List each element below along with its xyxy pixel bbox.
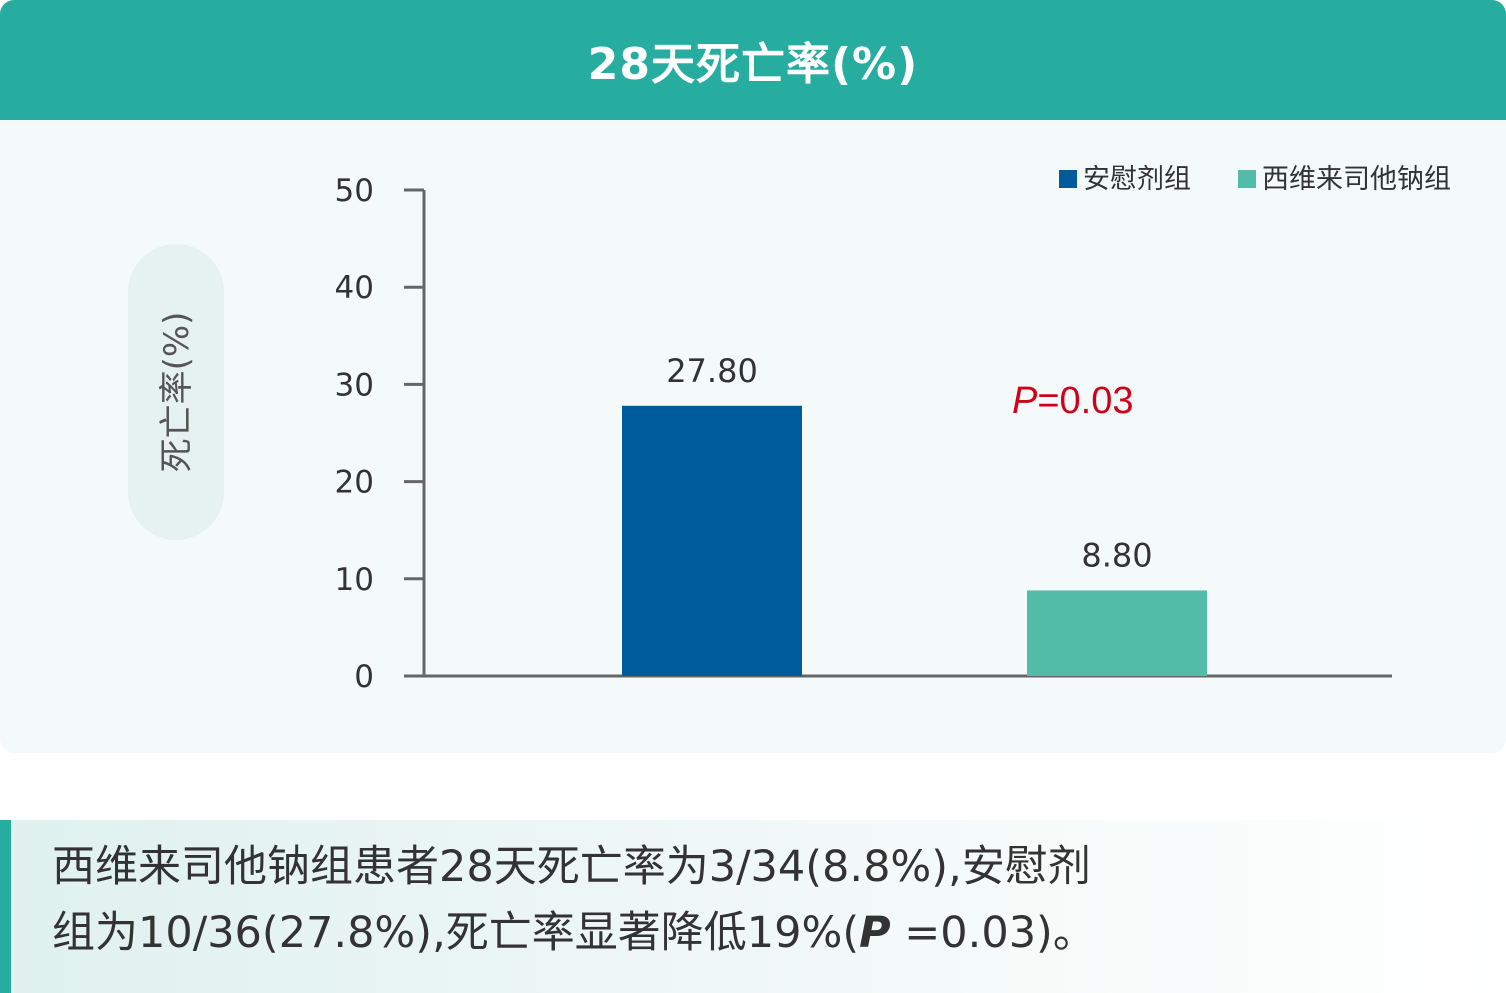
legend-label: 西维来司他钠组 bbox=[1262, 164, 1451, 195]
caption-line-2-post: =0.03)。 bbox=[890, 908, 1096, 958]
y-tick-label: 20 bbox=[335, 465, 374, 501]
caption-p-symbol: P bbox=[859, 908, 891, 958]
y-axis-label: 死亡率(%) bbox=[157, 312, 197, 473]
y-axis-label-pill bbox=[128, 244, 224, 540]
bar-value-label: 27.80 bbox=[666, 352, 758, 390]
bar-value-label: 8.80 bbox=[1081, 536, 1152, 574]
axes: 死亡率(%) 0 10 20 30 40 50 bbox=[128, 173, 1392, 695]
p-value-annotation: P=0.03 bbox=[1012, 380, 1134, 422]
conclusion-caption: 西维来司他钠组患者28天死亡率为3/34(8.8%),安慰剂 组为10/36(2… bbox=[0, 820, 1506, 993]
y-tick-label: 50 bbox=[335, 173, 374, 209]
bar-sivelestat bbox=[1027, 590, 1207, 676]
y-tick-label: 0 bbox=[354, 659, 374, 695]
caption-text: 西维来司他钠组患者28天死亡率为3/34(8.8%),安慰剂 组为10/36(2… bbox=[52, 834, 1502, 966]
chart-title: 28天死亡率(%) bbox=[587, 39, 919, 90]
y-tick-label: 40 bbox=[335, 270, 374, 306]
bar-chart: 死亡率(%) 0 10 20 30 40 50 27.80 8.80 P=0.03 安慰剂组 西维… bbox=[128, 164, 1451, 695]
bar-placebo bbox=[622, 405, 802, 676]
y-tick-label: 10 bbox=[335, 562, 374, 598]
card-header: 28天死亡率(%) bbox=[0, 0, 1506, 120]
legend: 安慰剂组 西维来司他钠组 bbox=[1059, 164, 1451, 195]
p-value-text: =0.03 bbox=[1037, 380, 1133, 422]
caption-line-2-pre: 组为10/36(27.8%),死亡率显著降低19%( bbox=[52, 908, 860, 958]
legend-label: 安慰剂组 bbox=[1083, 164, 1191, 195]
legend-swatch bbox=[1238, 170, 1256, 188]
caption-accent-bar bbox=[0, 820, 11, 993]
legend-swatch bbox=[1059, 170, 1077, 188]
bars: 27.80 8.80 P=0.03 bbox=[622, 352, 1207, 676]
caption-line-1: 西维来司他钠组患者28天死亡率为3/34(8.8%),安慰剂 bbox=[52, 842, 1091, 892]
y-tick-label: 30 bbox=[335, 367, 374, 403]
caption-line-2: 组为10/36(27.8%),死亡率显著降低19%(P =0.03)。 bbox=[52, 900, 1502, 966]
p-value-symbol: P bbox=[1012, 380, 1038, 422]
